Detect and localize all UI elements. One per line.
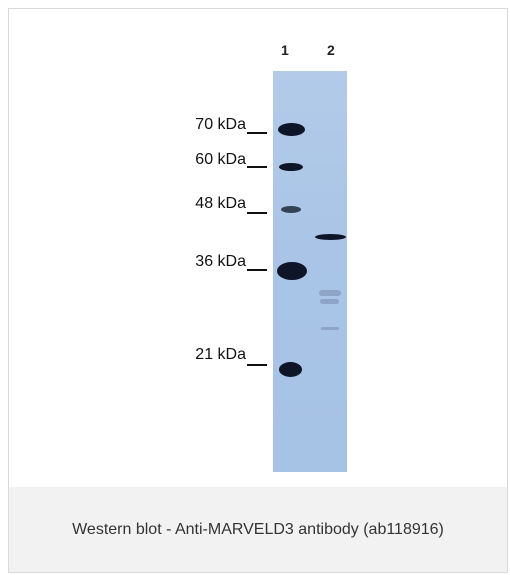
marker-label-60: 60 kDa — [195, 151, 246, 168]
sample-smear-upper — [319, 290, 341, 296]
ladder-band-21 — [279, 362, 302, 377]
western-blot-image: 1 2 70 kDa 60 kDa 48 kDa 36 kDa 21 kDa — [9, 9, 507, 487]
sample-band — [315, 234, 346, 240]
figure-caption: Western blot - Anti-MARVELD3 antibody (a… — [9, 487, 507, 572]
lane-number-1: 1 — [281, 42, 289, 58]
ladder-band-48 — [281, 206, 301, 213]
marker-label-21: 21 kDa — [195, 346, 246, 363]
lane-number-2: 2 — [327, 42, 335, 58]
ladder-band-36 — [277, 262, 307, 280]
sample-smear-lower — [321, 327, 339, 330]
ladder-band-70 — [278, 123, 305, 136]
marker-tick-60 — [247, 166, 267, 168]
marker-tick-36 — [247, 269, 267, 271]
marker-label-48: 48 kDa — [195, 195, 246, 212]
marker-tick-48 — [247, 212, 267, 214]
marker-label-36: 36 kDa — [195, 253, 246, 270]
marker-tick-70 — [247, 132, 267, 134]
marker-tick-21 — [247, 364, 267, 366]
sample-smear-middle — [320, 299, 339, 304]
marker-label-70: 70 kDa — [195, 116, 246, 133]
ladder-band-60 — [279, 163, 303, 171]
figure-card: 1 2 70 kDa 60 kDa 48 kDa 36 kDa 21 kDa W… — [8, 8, 508, 573]
